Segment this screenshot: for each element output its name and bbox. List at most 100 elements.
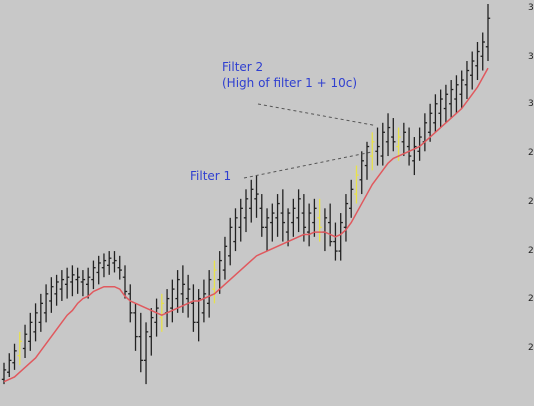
price-bar	[91, 260, 96, 290]
price-bar	[228, 217, 233, 266]
price-bar	[201, 279, 207, 323]
price-bar	[370, 132, 375, 171]
price-bar	[80, 270, 86, 297]
price-bar	[338, 213, 343, 261]
price-bar	[270, 203, 275, 242]
price-bar	[1, 362, 7, 385]
price-bar	[285, 208, 291, 247]
moving-average-line	[3, 67, 489, 383]
price-bar	[364, 141, 370, 180]
annotation-label: Filter 1	[190, 169, 231, 183]
price-bar	[454, 75, 459, 114]
price-bar	[112, 251, 117, 273]
price-bar	[412, 137, 417, 176]
price-bar	[233, 208, 238, 252]
price-bar	[238, 198, 243, 242]
price-bar	[59, 270, 65, 301]
annotation-label: Filter 2	[222, 60, 263, 74]
price-bar	[254, 175, 259, 218]
price-bar	[217, 251, 222, 294]
price-bar	[7, 353, 12, 377]
price-bar	[291, 198, 296, 237]
annotation-leader-line	[257, 103, 376, 127]
price-bar	[380, 122, 385, 166]
price-bar	[96, 255, 101, 285]
y-tick-label: 3	[528, 99, 534, 109]
price-bar	[138, 312, 143, 373]
price-bar	[296, 189, 301, 233]
y-axis-ticks: 3 3 3 2 2 2 2 2	[528, 3, 534, 353]
y-tick-label: 2	[528, 343, 534, 353]
price-bar	[391, 118, 396, 152]
price-bars-group	[1, 4, 491, 385]
price-bar	[43, 284, 49, 323]
y-tick-label: 2	[528, 197, 534, 207]
y-tick-label: 2	[528, 148, 534, 158]
price-bar	[22, 324, 28, 358]
price-bar	[12, 343, 17, 370]
price-bar	[485, 4, 491, 62]
price-bar	[33, 303, 38, 342]
price-bar	[64, 267, 70, 299]
price-bar	[327, 203, 333, 247]
price-bar	[301, 194, 307, 242]
price-bar	[17, 331, 22, 366]
price-bar	[49, 277, 54, 313]
price-bar	[149, 308, 154, 356]
price-bar	[443, 84, 449, 123]
price-bar	[480, 32, 485, 71]
price-bar	[107, 251, 112, 275]
price-bar	[259, 194, 264, 237]
y-tick-label: 3	[528, 3, 534, 13]
price-bar	[406, 127, 412, 166]
price-bar	[317, 198, 322, 242]
y-tick-label: 2	[528, 246, 534, 256]
price-bar	[343, 194, 349, 242]
price-bar	[438, 89, 443, 128]
price-bar	[354, 165, 359, 204]
price-bar	[101, 253, 107, 278]
price-bar	[185, 274, 191, 318]
annotations-group: Filter 2 (High of filter 1 + 10c) Filter 1	[190, 60, 376, 183]
price-bar	[349, 179, 354, 218]
price-bar	[475, 42, 480, 81]
price-bar	[28, 312, 33, 351]
price-bar	[464, 61, 470, 100]
annotation-label: (High of filter 1 + 10c)	[222, 76, 357, 90]
price-bar	[143, 322, 149, 385]
price-bar	[133, 303, 138, 351]
price-bar	[280, 189, 286, 242]
price-bar	[122, 265, 128, 299]
price-bar	[85, 267, 91, 299]
price-bar	[401, 122, 407, 157]
price-bar	[427, 103, 433, 142]
price-bar	[275, 194, 280, 237]
y-tick-label: 3	[528, 52, 534, 62]
price-bar	[459, 70, 464, 109]
price-bar	[249, 179, 254, 223]
price-bar	[54, 274, 59, 306]
price-bar	[191, 284, 196, 332]
price-bar	[222, 236, 228, 280]
price-bar	[417, 127, 422, 161]
price-bar	[333, 222, 338, 261]
price-bar	[75, 267, 80, 294]
price-bar	[128, 284, 133, 323]
price-bar	[433, 94, 438, 133]
price-bar	[359, 151, 364, 195]
price-bar	[243, 189, 249, 233]
price-bar	[375, 127, 380, 166]
price-bar	[306, 203, 312, 247]
price-bar	[70, 265, 75, 297]
price-bar	[196, 289, 201, 342]
price-bar	[312, 198, 317, 237]
price-bar	[206, 270, 212, 318]
price-bar	[38, 293, 44, 332]
price-bar	[117, 255, 122, 280]
y-tick-label: 2	[528, 294, 534, 304]
price-bar	[448, 80, 454, 119]
price-bar	[264, 208, 270, 252]
price-bar	[175, 270, 180, 313]
